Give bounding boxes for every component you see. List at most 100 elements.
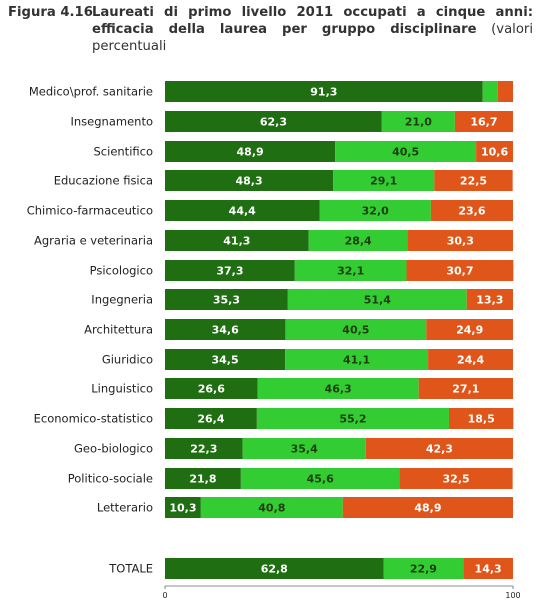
bar-segment-1 [165,81,483,102]
bar-segment-1 [165,230,309,251]
bar-segment-1 [165,558,384,579]
bar-segment-2 [308,230,408,251]
data-label: 34,6 [212,324,239,337]
category-label: Politico-sociale [68,472,153,486]
data-label: 30,3 [447,235,474,248]
bar-segment-1 [165,378,258,399]
data-label: 40,5 [342,324,369,337]
data-label: 18,5 [468,413,495,426]
data-label: 22,5 [460,175,487,188]
data-label: 32,0 [362,205,389,218]
data-label: 24,9 [456,324,483,337]
data-label: 37,3 [216,265,243,278]
data-label: 28,4 [345,235,372,248]
bar-segment-3 [426,319,513,340]
bar-segment-3 [418,378,513,399]
bar-segment-2 [383,558,464,579]
data-label: 48,9 [237,146,264,159]
figure-title-line1: Laureati di primo livello 2011 occupati … [92,5,533,20]
data-label: 62,8 [261,563,288,576]
category-label: Giuridico [102,353,153,367]
bar-segment-3 [476,141,513,162]
bar-segment-3 [399,468,513,489]
category-label: Insegnamento [71,115,154,129]
category-label: Scientifico [94,145,154,159]
bar-segment-3 [428,349,513,370]
bar-segment-1 [165,170,334,191]
bar-segment-3 [342,497,513,518]
data-label: 41,3 [223,235,250,248]
data-label: 40,5 [392,146,419,159]
bar-segment-2 [482,81,498,102]
data-label: 48,9 [414,502,441,515]
data-label: 34,5 [211,354,238,367]
bar-segment-2 [242,438,366,459]
bar-segment-1 [165,289,288,310]
category-label: Agraria e veterinaria [34,234,153,248]
bar-segment-3 [463,558,513,579]
bar-segment-1 [165,260,295,281]
bar-segment-2 [200,497,343,518]
data-label: 13,3 [476,294,503,307]
data-label: 22,9 [410,563,437,576]
bar-segment-1 [165,141,336,162]
category-label: Geo-biologico [74,442,153,456]
data-label: 22,3 [190,443,217,456]
bar-segment-2 [285,349,429,370]
figure-title-line2: efficacia della laurea per gruppo discip… [92,22,534,37]
bar-segment-3 [497,81,513,102]
bar-segment-1 [165,497,201,518]
bar-segment-2 [285,319,427,340]
bar-segment-2 [333,170,435,191]
figure-title-line3: percentuali [92,39,167,54]
data-label: 46,3 [325,383,352,396]
data-label: 48,3 [235,175,262,188]
category-label: TOTALE [108,562,153,576]
category-label: Architettura [84,323,153,337]
category-label: Medico\prof. sanitarie [29,85,153,99]
data-label: 40,8 [258,502,285,515]
x-tick-label: 100 [505,591,520,600]
data-label: 41,1 [343,354,370,367]
data-label: 51,4 [364,294,391,307]
data-label: 55,2 [339,413,366,426]
bar-segment-1 [165,349,286,370]
data-label: 30,7 [446,265,473,278]
data-label: 35,4 [291,443,318,456]
bar-segment-2 [381,111,455,132]
bar-segment-1 [165,408,257,429]
figure-label: Figura 4.16 [8,5,93,20]
bar-segment-3 [466,289,513,310]
bar-segment-1 [165,200,320,221]
bar-segment-2 [319,200,431,221]
data-label: 32,5 [443,473,470,486]
category-label: Chimico-farmaceutico [27,204,153,218]
bar-segment-2 [287,289,467,310]
x-tick-label: 0 [162,591,167,600]
bar-segment-3 [365,438,513,459]
data-label: 44,4 [229,205,256,218]
category-label: Educazione fisica [54,174,153,188]
bar-segment-2 [256,408,449,429]
bar-segment-3 [430,200,513,221]
bar-segment-1 [165,438,243,459]
bar-segment-1 [165,468,241,489]
data-label: 32,1 [337,265,364,278]
bar-segment-2 [294,260,407,281]
data-label: 14,3 [475,563,502,576]
data-label: 23,6 [458,205,485,218]
bar-segment-2 [240,468,400,489]
data-label: 62,3 [260,116,287,129]
bar-segment-3 [406,260,514,281]
category-label: Psicologico [90,264,153,278]
data-label: 21,8 [189,473,216,486]
data-label: 10,6 [481,146,508,159]
bar-segment-2 [335,141,477,162]
data-label: 21,0 [405,116,432,129]
bar-segment-3 [407,230,513,251]
data-label: 29,1 [370,175,397,188]
data-label: 45,6 [307,473,334,486]
data-label: 26,6 [198,383,225,396]
data-label: 35,3 [213,294,240,307]
